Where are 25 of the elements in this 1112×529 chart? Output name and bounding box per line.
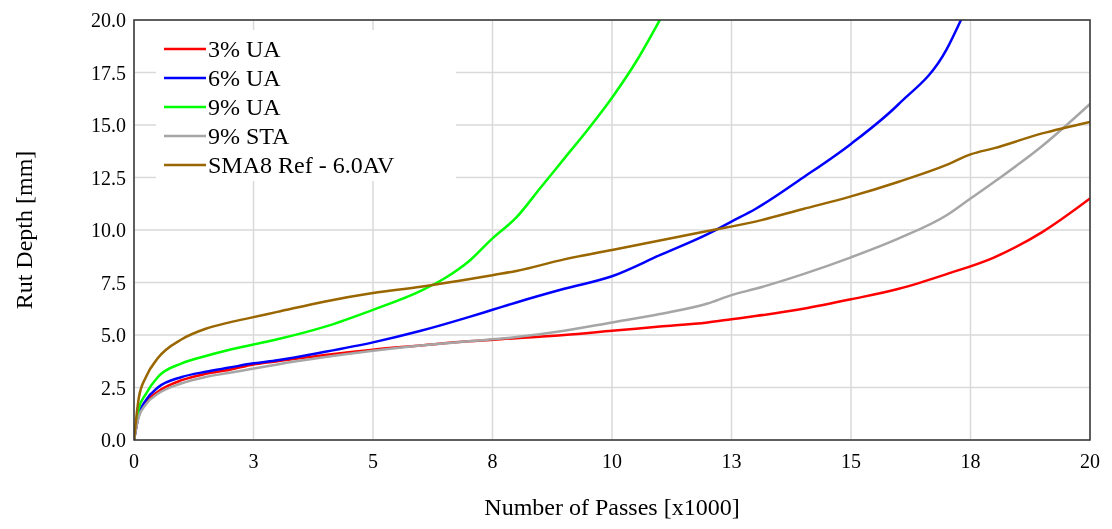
x-tick-label: 15 [841, 450, 861, 472]
legend-label: SMA8 Ref - 6.0AV [208, 152, 395, 178]
legend-label: 3% UA [208, 36, 282, 62]
x-tick-label: 20 [1080, 450, 1100, 472]
y-tick-label: 7.5 [101, 271, 126, 294]
x-tick-label: 18 [960, 450, 981, 472]
legend-label: 6% UA [208, 65, 282, 91]
x-axis-title: Number of Passes [x1000] [484, 494, 740, 520]
y-tick-label: 0.0 [101, 429, 126, 451]
y-tick-label: 5.0 [101, 324, 126, 346]
y-tick-label: 2.5 [101, 376, 126, 399]
legend-label: 9% STA [208, 123, 291, 149]
y-tick-label: 15.0 [91, 114, 126, 136]
x-tick-label: 8 [487, 450, 498, 472]
x-tick-label: 5 [368, 450, 378, 472]
x-tick-label: 0 [129, 450, 139, 472]
y-axis-title: Rut Depth [mm] [11, 150, 37, 310]
legend-label: 9% UA [208, 94, 282, 120]
y-tick-label: 20.0 [91, 9, 126, 31]
y-tick-label: 17.5 [91, 61, 126, 84]
y-tick-label: 12.5 [91, 166, 126, 189]
x-tick-label: 10 [602, 450, 622, 472]
x-tick-label: 13 [721, 450, 742, 472]
y-tick-label: 10.0 [91, 219, 126, 241]
x-tick-label: 3 [248, 450, 259, 472]
